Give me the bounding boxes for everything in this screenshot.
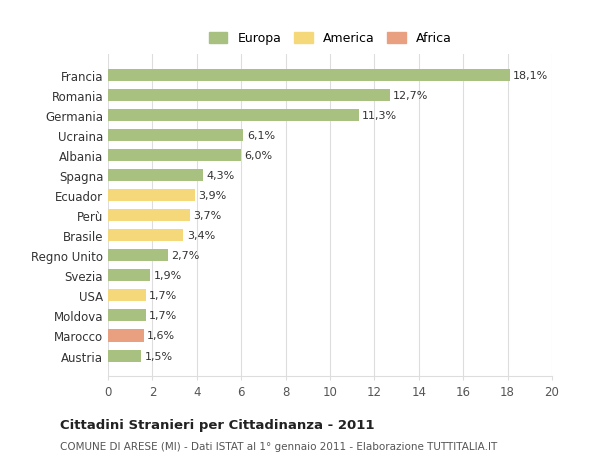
Bar: [108, 130, 244, 142]
Bar: [108, 230, 184, 242]
Text: 11,3%: 11,3%: [362, 111, 397, 121]
Bar: [108, 250, 168, 262]
Text: 1,5%: 1,5%: [145, 351, 173, 361]
Text: 3,7%: 3,7%: [193, 211, 222, 221]
Text: 6,1%: 6,1%: [247, 131, 275, 141]
Text: 1,9%: 1,9%: [154, 271, 182, 281]
Bar: [108, 110, 359, 122]
Text: Cittadini Stranieri per Cittadinanza - 2011: Cittadini Stranieri per Cittadinanza - 2…: [60, 418, 374, 431]
Bar: [108, 310, 146, 322]
Text: 6,0%: 6,0%: [245, 151, 272, 161]
Bar: [108, 290, 146, 302]
Bar: [108, 330, 143, 342]
Text: 4,3%: 4,3%: [207, 171, 235, 181]
Text: 2,7%: 2,7%: [171, 251, 200, 261]
Bar: [108, 90, 390, 102]
Text: 12,7%: 12,7%: [393, 91, 428, 101]
Bar: [108, 350, 142, 362]
Bar: [108, 170, 203, 182]
Bar: [108, 70, 510, 82]
Legend: Europa, America, Africa: Europa, America, Africa: [209, 33, 451, 45]
Text: 18,1%: 18,1%: [513, 71, 548, 81]
Text: 3,9%: 3,9%: [198, 191, 226, 201]
Bar: [108, 210, 190, 222]
Text: 3,4%: 3,4%: [187, 231, 215, 241]
Bar: [108, 190, 194, 202]
Bar: [108, 150, 241, 162]
Bar: [108, 270, 150, 282]
Text: COMUNE DI ARESE (MI) - Dati ISTAT al 1° gennaio 2011 - Elaborazione TUTTITALIA.I: COMUNE DI ARESE (MI) - Dati ISTAT al 1° …: [60, 441, 497, 451]
Text: 1,7%: 1,7%: [149, 311, 178, 321]
Text: 1,7%: 1,7%: [149, 291, 178, 301]
Text: 1,6%: 1,6%: [147, 331, 175, 341]
